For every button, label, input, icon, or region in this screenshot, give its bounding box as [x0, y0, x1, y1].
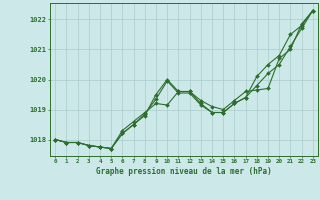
X-axis label: Graphe pression niveau de la mer (hPa): Graphe pression niveau de la mer (hPa) [96, 167, 272, 176]
